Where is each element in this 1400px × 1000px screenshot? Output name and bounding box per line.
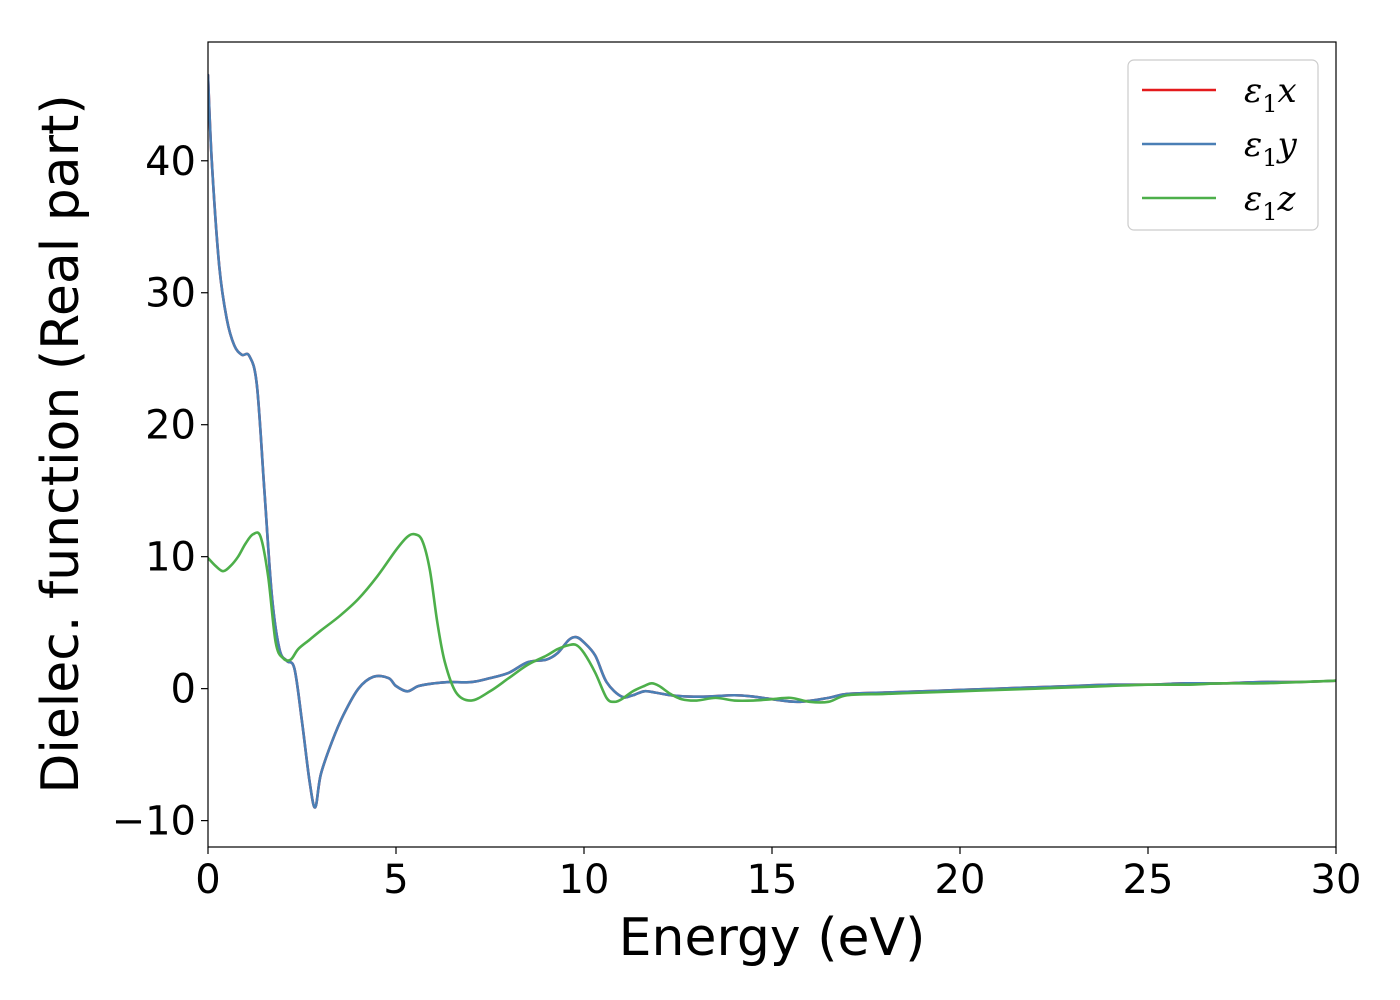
x-tick-label: 0 (195, 857, 220, 903)
y-axis-label: Dielec. function (Real part) (31, 94, 91, 793)
legend-axis: x (1278, 71, 1297, 111)
legend-label-x: ε1x (1244, 71, 1297, 118)
x-tick-label: 20 (935, 857, 986, 903)
y-axis: −10 0 10 20 30 40 (112, 139, 208, 845)
legend-subscript: 1 (1262, 198, 1277, 226)
legend-label-y: ε1y (1244, 125, 1298, 172)
series-line-y (208, 73, 1336, 809)
legend-axis: y (1276, 125, 1298, 165)
y-tick-label: −10 (112, 799, 196, 845)
series-line-z (208, 531, 1336, 704)
legend-symbol: ε (1244, 179, 1262, 219)
x-tick-label: 10 (559, 857, 610, 903)
legend-axis: z (1277, 179, 1297, 219)
x-tick-label: 15 (747, 857, 798, 903)
legend-frame (1127, 59, 1319, 231)
x-axis-label: Energy (eV) (619, 908, 926, 968)
x-axis: 0 5 10 15 20 25 30 (195, 847, 1361, 903)
y-tick-label: 40 (145, 139, 196, 185)
legend-label-z: ε1z (1244, 179, 1297, 226)
y-tick-label: 10 (145, 535, 196, 581)
legend-symbol: ε (1244, 71, 1262, 111)
x-tick-label: 25 (1123, 857, 1174, 903)
y-tick-label: 20 (145, 403, 196, 449)
legend-subscript: 1 (1262, 144, 1277, 172)
x-tick-label: 30 (1311, 857, 1362, 903)
x-tick-label: 5 (383, 857, 408, 903)
series-layer (208, 73, 1336, 809)
legend-subscript: 1 (1262, 90, 1277, 118)
y-tick-label: 0 (171, 667, 196, 713)
y-tick-label: 30 (145, 271, 196, 317)
legend-symbol: ε (1244, 125, 1262, 165)
